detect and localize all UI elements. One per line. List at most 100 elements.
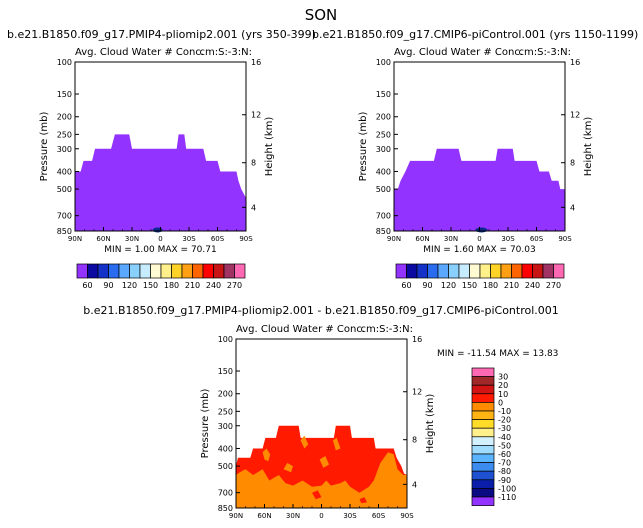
y-tick-label: 150: [57, 90, 72, 99]
colorbar-swatch: [181, 263, 193, 279]
x-tick-label: 30N: [444, 235, 458, 243]
panel-subtitle: Avg. Cloud Water # Conc.: [75, 47, 204, 58]
y-tick-label: 400: [57, 167, 72, 176]
x-tick-label: 60N: [415, 235, 429, 243]
height-tick-label: 12: [412, 388, 422, 397]
height-tick-label: 8: [251, 159, 256, 168]
height-axis-label: Height (km): [425, 394, 436, 454]
colorbar-swatch: [471, 436, 495, 446]
colorbar-label: 10: [498, 390, 508, 399]
y-tick-label: 200: [57, 113, 72, 122]
y-tick-label: 700: [376, 212, 391, 221]
y-axis-label: Pressure (mb): [358, 112, 369, 182]
colorbar-swatch: [532, 263, 544, 279]
y-tick-label: 250: [57, 130, 72, 139]
colorbar-label: 120: [441, 281, 456, 290]
colorbar-label: 0: [498, 398, 503, 407]
colorbar-swatch: [437, 263, 449, 279]
height-tick-label: 12: [570, 111, 580, 120]
colorbar-swatch: [416, 263, 428, 279]
panel-units: cm:S:-3:N:: [199, 47, 252, 58]
height-tick-label: 12: [251, 111, 261, 120]
y-tick-label: 500: [218, 462, 233, 471]
contour-fill-region: [75, 134, 246, 231]
chart-panel-1: b.e21.B1850.f09_g17.PMIP4-pliomip2.001 (…: [7, 28, 316, 290]
colorbar-swatch: [471, 488, 495, 498]
colorbar-swatch: [448, 263, 460, 279]
colorbar-swatch: [223, 263, 235, 279]
y-tick-label: 250: [376, 130, 391, 139]
colorbar-swatch: [87, 263, 99, 279]
colorbar-label: 120: [122, 281, 137, 290]
height-axis-label: Height (km): [583, 117, 594, 177]
colorbar-label: -40: [498, 433, 511, 442]
colorbar-swatch: [471, 384, 495, 395]
height-tick-label: 16: [251, 58, 261, 67]
colorbar-swatch: [471, 453, 495, 463]
height-tick-label: 4: [570, 203, 575, 212]
colorbar-swatch: [521, 263, 533, 279]
y-tick-label: 700: [57, 212, 72, 221]
x-tick-label: 0: [477, 235, 481, 243]
colorbar-swatch: [471, 496, 495, 506]
colorbar-swatch: [553, 263, 565, 279]
colorbar-label: 150: [462, 281, 477, 290]
y-tick-label: 250: [218, 407, 233, 416]
x-tick-label: 60N: [257, 512, 271, 520]
chart-panel-2: b.e21.B1850.f09_g17.CMIP6-piControl.001 …: [312, 28, 638, 290]
contour-fill-negative: [283, 462, 293, 473]
contour-fill-positive-cell: [312, 490, 322, 500]
colorbar-swatch: [406, 263, 418, 279]
contour-fill-negative: [332, 437, 341, 451]
colorbar-label: 60: [82, 281, 92, 290]
colorbar-swatch: [129, 263, 141, 279]
colorbar-label: 150: [143, 281, 158, 290]
x-tick-label: 90N: [387, 235, 401, 243]
colorbar-swatch: [160, 263, 172, 279]
x-tick-label: 30S: [501, 235, 515, 243]
colorbar-swatch: [97, 263, 109, 279]
y-tick-label: 100: [57, 58, 72, 67]
colorbar-swatch: [471, 470, 495, 481]
colorbar-label: -60: [498, 450, 511, 459]
x-tick-label: 30N: [286, 512, 300, 520]
height-axis-label: Height (km): [264, 117, 275, 177]
colorbar-label: -20: [498, 416, 511, 425]
panel-units: cm:S:-3:N:: [360, 324, 413, 335]
x-tick-label: 0: [319, 512, 323, 520]
colorbar-swatch: [542, 263, 554, 279]
colorbar-label: 210: [185, 281, 200, 290]
x-tick-label: 60N: [96, 235, 110, 243]
colorbar-swatch: [213, 263, 225, 279]
colorbar-label: -100: [498, 484, 516, 493]
colorbar-swatch: [192, 263, 204, 279]
colorbar-label: -70: [498, 459, 511, 468]
contour-fill-positive-cell: [359, 497, 368, 504]
x-tick-label: 90S: [558, 235, 572, 243]
height-tick-label: 4: [412, 480, 417, 489]
colorbar-swatch: [427, 263, 439, 279]
colorbar-label: 240: [525, 281, 540, 290]
colorbar-label: 20: [498, 381, 508, 390]
min-max-label: MIN = -11.54 MAX = 13.83: [437, 349, 558, 359]
colorbar-swatch: [471, 479, 495, 489]
colorbar-swatch: [471, 402, 495, 412]
contour-fill-region: [394, 148, 565, 231]
height-tick-label: 16: [570, 58, 580, 67]
colorbar-swatch: [458, 263, 470, 279]
colorbar-swatch: [471, 410, 495, 420]
y-tick-label: 850: [218, 504, 233, 513]
y-tick-label: 400: [376, 167, 391, 176]
y-axis-label: Pressure (mb): [39, 112, 50, 182]
x-tick-label: 90S: [400, 512, 414, 520]
colorbar-label: 90: [422, 281, 432, 290]
y-tick-label: 400: [218, 444, 233, 453]
colorbar-label: -30: [498, 424, 511, 433]
colorbar-swatch: [511, 263, 523, 279]
colorbar-label: -80: [498, 467, 511, 476]
colorbar-swatch: [395, 263, 407, 279]
y-tick-label: 500: [376, 185, 391, 194]
colorbar-swatch: [471, 376, 495, 386]
colorbar-swatch: [234, 263, 246, 279]
